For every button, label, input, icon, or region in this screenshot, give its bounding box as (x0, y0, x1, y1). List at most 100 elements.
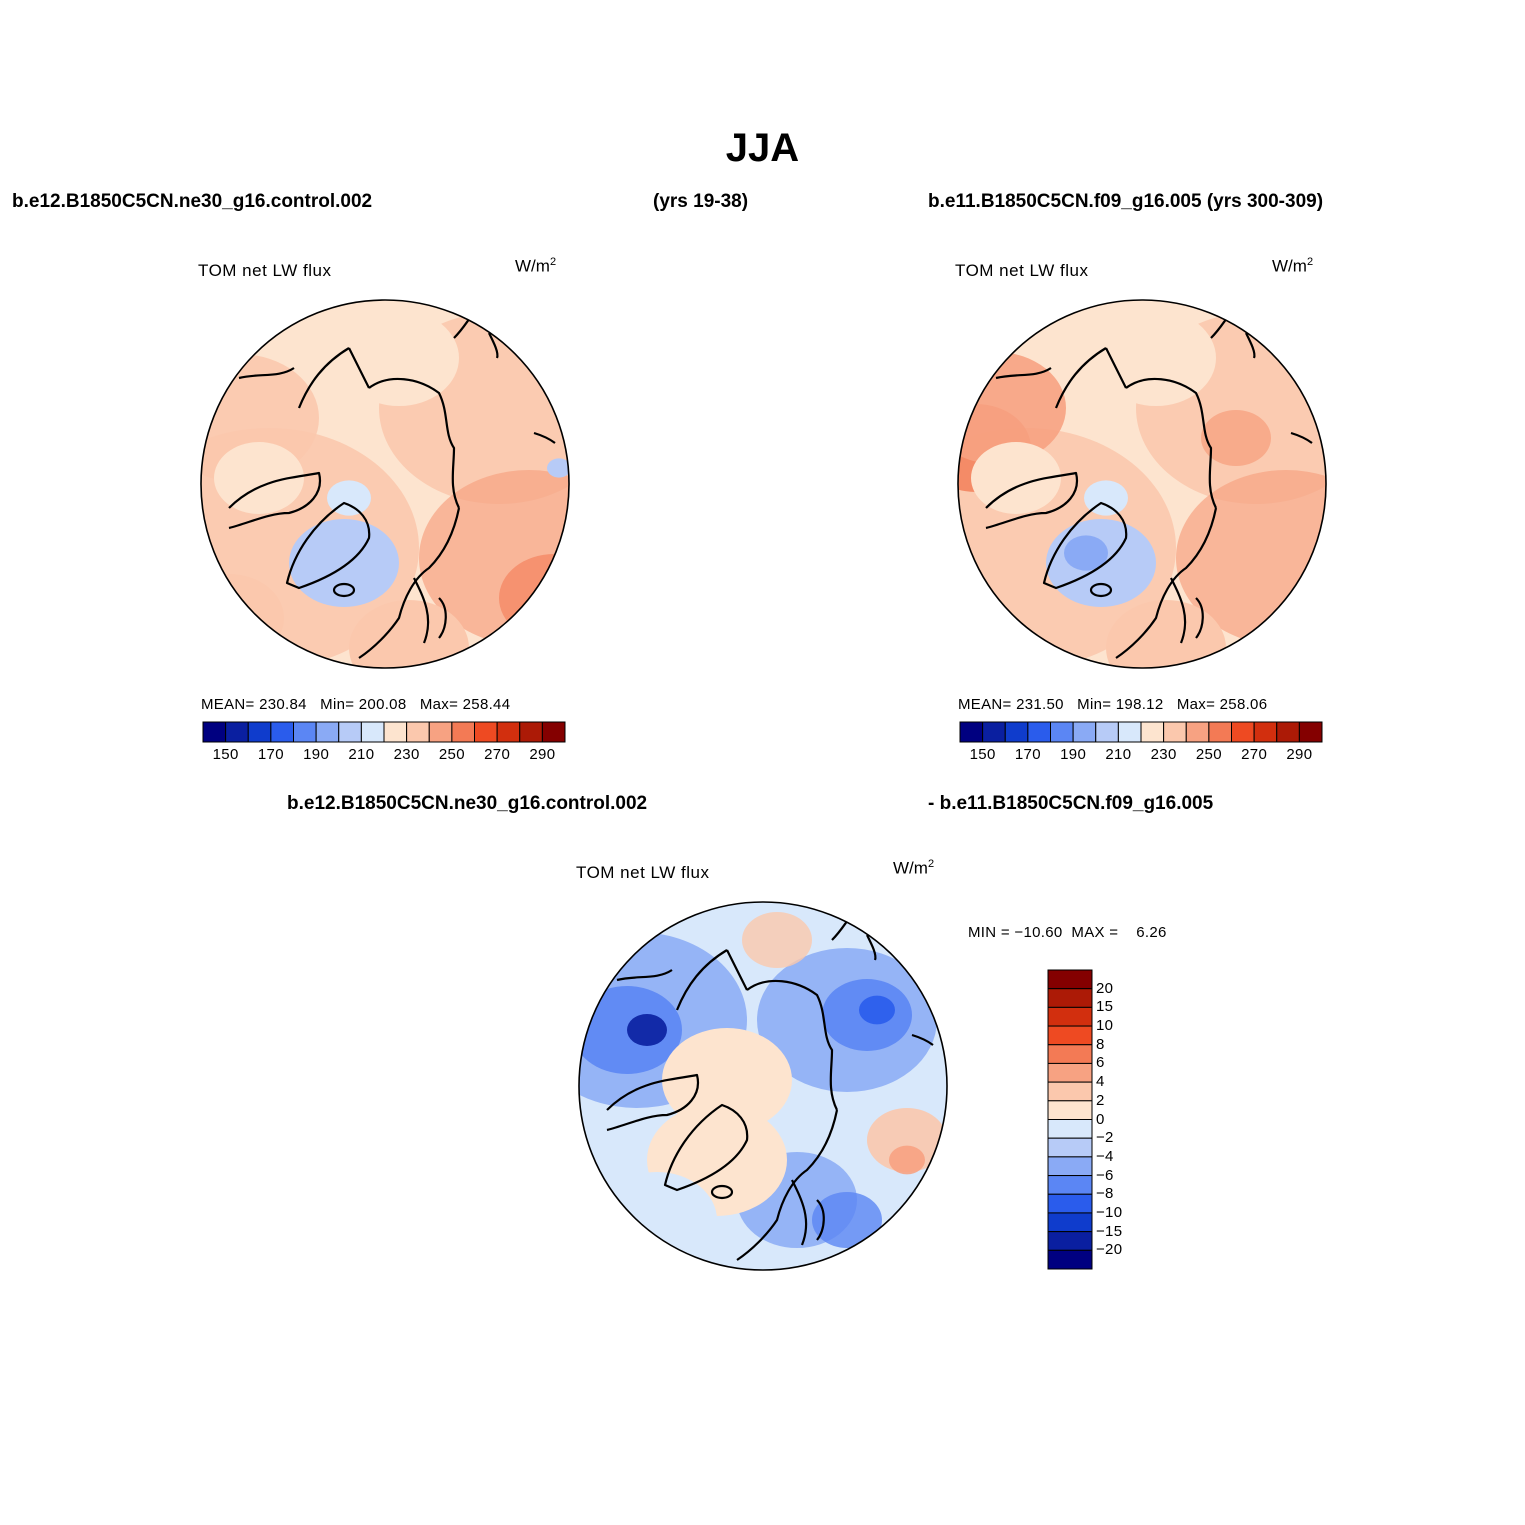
colorbar-swatch (1047, 1193, 1093, 1214)
coastline-lines (228, 312, 556, 659)
case1-years: (yrs 19-38) (653, 191, 749, 212)
colorbar-swatch (383, 721, 408, 743)
colorbar-tick-label: 170 (1014, 746, 1041, 763)
colorbar-swatch (315, 721, 340, 743)
colorbar-swatch (1047, 1175, 1093, 1195)
panel3-units-text: W/m (893, 858, 928, 878)
colorbar-tick-label: −4 (1096, 1147, 1114, 1165)
colorbar-tick-label: 170 (257, 746, 284, 763)
panel2-min-value: 198.12 (1115, 696, 1164, 713)
panel2-colorbar-ticks: 150 170 190 210 230 250 270 290 (960, 746, 1322, 766)
panel3-colorbar-ticks: 20 15 10 8 6 4 2 0 −2 −4 −6 −8 −10 −15 −20 (1096, 970, 1156, 1269)
colorbar-tick-label: 250 (1195, 746, 1222, 763)
colorbar-swatch (1004, 721, 1029, 743)
colorbar-tick-label: 210 (1105, 746, 1132, 763)
panel3-units: W/m2 (893, 858, 934, 879)
colorbar-tick-label: 190 (303, 746, 330, 763)
panel3-polar-map (578, 901, 948, 1271)
colorbar-tick-label: −10 (1096, 1203, 1123, 1221)
colorbar-swatch (959, 721, 984, 743)
colorbar-swatch (1047, 1231, 1093, 1251)
colorbar-tick-label: −2 (1096, 1129, 1114, 1147)
colorbar-tick-label: 290 (529, 746, 556, 763)
colorbar-tick-label: 6 (1096, 1054, 1105, 1072)
colorbar-swatch (360, 721, 385, 743)
colorbar-swatch (1276, 721, 1300, 743)
colorbar-tick-label: 210 (348, 746, 375, 763)
panel2-variable-label: TOM net LW flux (955, 261, 1089, 280)
map-field (201, 300, 569, 668)
map-border (200, 299, 570, 669)
colorbar-tick-label: 230 (1150, 746, 1177, 763)
colorbar-swatch (202, 721, 227, 743)
map-field (579, 902, 947, 1270)
colorbar-swatch (293, 721, 317, 743)
panel1-colorbar (202, 721, 566, 743)
coastline-lines (606, 914, 934, 1261)
panel1-variable-label: TOM net LW flux (198, 261, 332, 280)
panel1-stats: MEAN= 230.84 Min= 200.08 Max= 258.44 (201, 696, 510, 713)
colorbar-swatch (1253, 721, 1278, 743)
colorbar-tick-label: 0 (1096, 1110, 1105, 1128)
colorbar-swatch (1047, 1062, 1093, 1083)
panel3-variable-label: TOM net LW flux (576, 863, 710, 882)
panel1-units: W/m2 (515, 256, 556, 277)
diff-header-right: - b.e11.B1850C5CN.f09_g16.005 (928, 793, 1214, 814)
colorbar-swatch (1047, 1156, 1093, 1177)
colorbar-tick-label: 10 (1096, 1017, 1114, 1035)
map-field (958, 300, 1326, 668)
colorbar-swatch (519, 721, 543, 743)
colorbar-swatch (1050, 721, 1074, 743)
colorbar-tick-label: −20 (1096, 1241, 1123, 1259)
colorbar-tick-label: 270 (1241, 746, 1268, 763)
colorbar-swatch (451, 721, 475, 743)
colorbar-swatch (1140, 721, 1165, 743)
colorbar-swatch (247, 721, 272, 743)
panel1-max-label: Max= (419, 696, 459, 713)
colorbar-tick-label: 2 (1096, 1091, 1105, 1109)
colorbar-swatch (496, 721, 521, 743)
colorbar-tick-label: 20 (1096, 979, 1114, 997)
panel2-mean-label: MEAN= (958, 696, 1012, 713)
colorbar-swatch (1047, 1100, 1093, 1120)
panel1-mean-value: 230.84 (259, 696, 307, 713)
colorbar-tick-label: −6 (1096, 1166, 1114, 1184)
colorbar-tick-label: −8 (1096, 1185, 1114, 1203)
colorbar-swatch (1047, 1212, 1093, 1233)
panel2-units: W/m2 (1272, 256, 1313, 277)
colorbar-swatch (1027, 721, 1051, 743)
colorbar-tick-label: 15 (1096, 998, 1114, 1016)
case2-name: b.e11.B1850C5CN.f09_g16.005 (yrs 300-309… (928, 191, 1324, 212)
panel3-units-sup: 2 (927, 858, 935, 870)
colorbar-tick-label: 8 (1096, 1035, 1105, 1053)
panel1-polar-map (200, 299, 570, 669)
panel1-colorbar-ticks: 150 170 190 210 230 250 270 290 (203, 746, 565, 766)
colorbar-tick-label: 290 (1286, 746, 1313, 763)
colorbar-swatch (270, 721, 294, 743)
colorbar-swatch (406, 721, 430, 743)
colorbar-swatch (474, 721, 498, 743)
panel2-stats: MEAN= 231.50 Min= 198.12 Max= 258.06 (958, 696, 1267, 713)
colorbar-swatch (338, 721, 362, 743)
panel2-mean-value: 231.50 (1016, 696, 1064, 713)
colorbar-tick-label: 270 (484, 746, 511, 763)
figure-title: JJA (725, 126, 800, 170)
colorbar-swatch (1185, 721, 1210, 743)
colorbar-swatch (1047, 1006, 1093, 1027)
map-border (957, 299, 1327, 669)
colorbar-swatch (1047, 1044, 1093, 1064)
colorbar-swatch (1047, 1137, 1093, 1158)
coastline-lines (985, 312, 1313, 659)
panel1-min-label: Min= (320, 696, 355, 713)
panel3-colorbar (1047, 969, 1093, 1270)
colorbar-swatch (1047, 988, 1093, 1008)
panel1-mean-label: MEAN= (201, 696, 255, 713)
panel2-polar-map (957, 299, 1327, 669)
colorbar-tick-label: 250 (438, 746, 465, 763)
colorbar-swatch (1208, 721, 1232, 743)
colorbar-tick-label: 230 (393, 746, 420, 763)
colorbar-swatch (982, 721, 1006, 743)
diff-header-left: b.e12.B1850C5CN.ne30_g16.control.002 (287, 793, 648, 814)
colorbar-swatch (1047, 1081, 1093, 1102)
panel2-units-sup: 2 (1306, 256, 1314, 268)
